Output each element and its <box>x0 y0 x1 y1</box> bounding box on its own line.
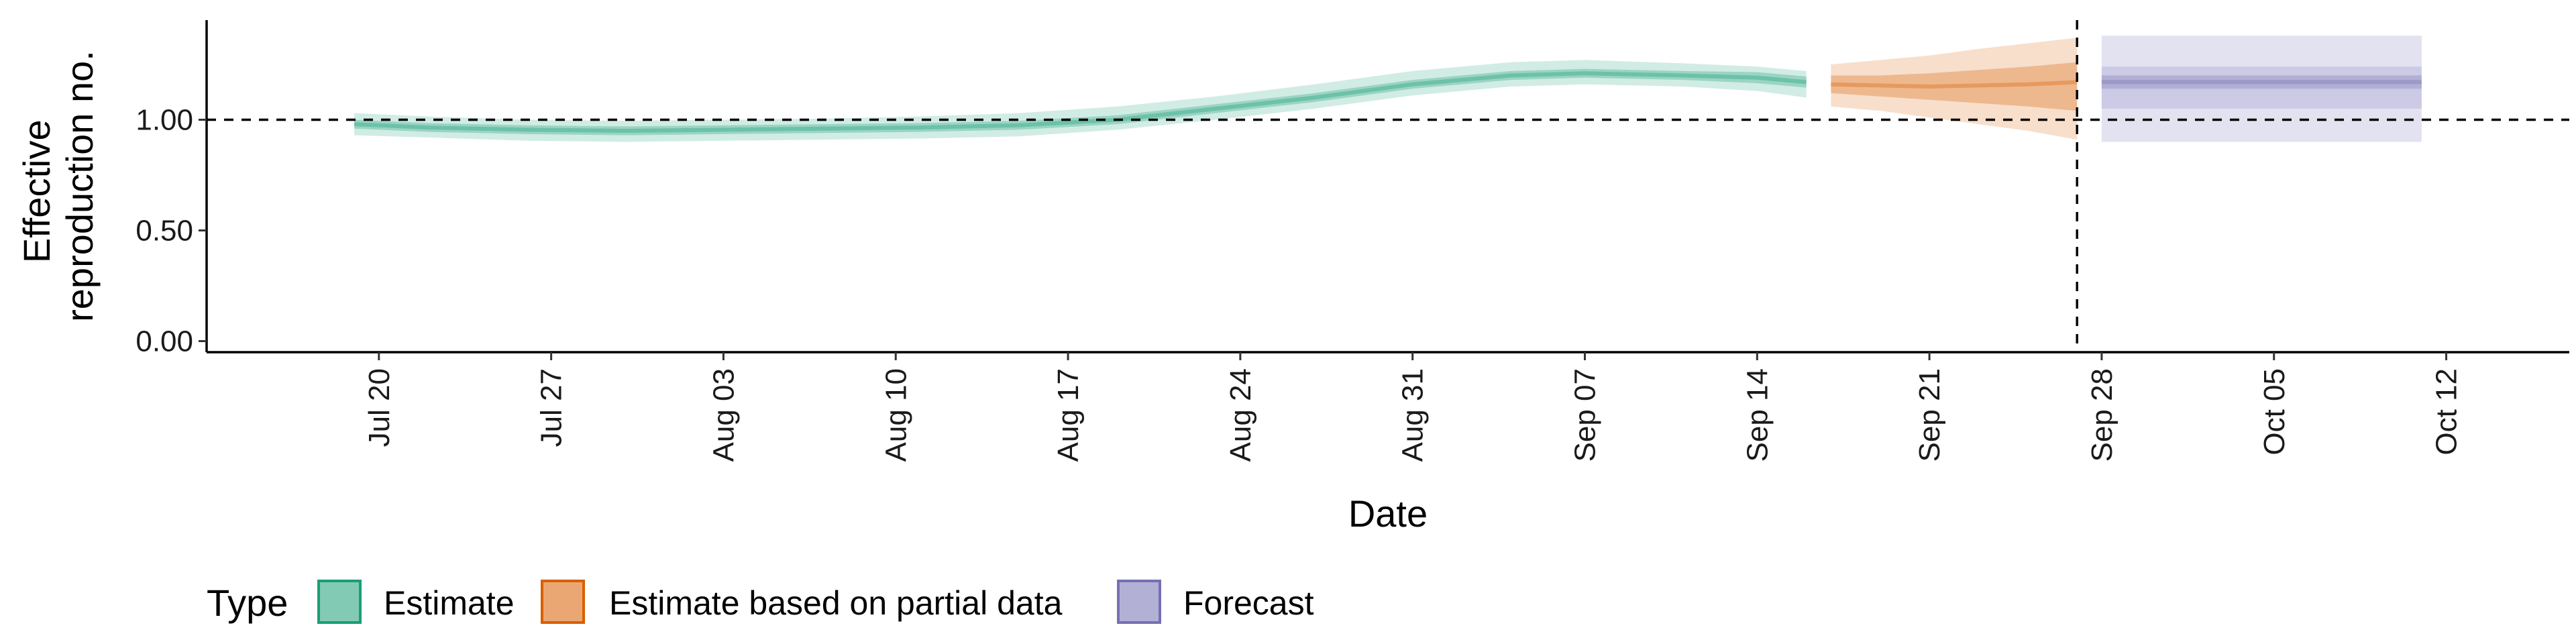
x-tick-label: Sep 21 <box>1913 368 1946 462</box>
ribbon-outer-estimate-based-on-partial-data <box>1831 38 2078 140</box>
ribbon-inner-estimate-based-on-partial-data <box>1831 62 2078 111</box>
legend-key-forecast <box>1117 580 1161 624</box>
x-tick-label: Aug 17 <box>1052 368 1085 462</box>
ribbon-outer-forecast <box>2101 36 2422 142</box>
ribbon-outer-estimate <box>354 60 1807 142</box>
x-tick-label: Jul 27 <box>535 368 568 447</box>
median-line-estimate-based-on-partial-data <box>1831 80 2078 89</box>
legend-key-estimate <box>317 580 362 624</box>
y-tick-label: 1.00 <box>136 104 193 137</box>
ribbon-inner-estimate <box>354 68 1807 136</box>
x-axis-title: Date <box>1348 492 1428 535</box>
x-tick-label: Oct 12 <box>2430 368 2463 455</box>
x-tick-label: Aug 03 <box>707 368 740 462</box>
plot-area <box>207 20 2569 352</box>
legend: Type Estimate Estimate based on partial d… <box>207 580 1314 624</box>
y-axis-title: Effective reproduction no. <box>15 50 101 322</box>
x-axis: Jul 20 Jul 27 Aug 03 Aug 10 Aug 17 Aug 24 Aug … <box>207 351 2569 462</box>
y-axis-title-line-2: reproduction no. <box>58 50 101 322</box>
y-tick-label: 0.50 <box>136 215 193 248</box>
y-tick-label: 0.00 <box>136 325 193 358</box>
legend-label-forecast: Forecast <box>1183 584 1314 622</box>
legend-label-estimate: Estimate <box>384 584 515 622</box>
x-tick-label: Sep 28 <box>2086 368 2118 462</box>
x-tick-label: Sep 07 <box>1569 368 1602 462</box>
ribbon-mid-forecast <box>2101 66 2422 109</box>
y-axis-title-line-1: Effective <box>15 119 58 263</box>
y-axis: 0.00 0.50 1.00 <box>136 20 208 358</box>
legend-key-estimate-based-on-partial-data <box>541 580 585 624</box>
legend-label-estimate-based-on-partial-data: Estimate based on partial data <box>609 584 1063 622</box>
x-tick-label: Aug 31 <box>1397 368 1430 462</box>
x-tick-label: Oct 05 <box>2258 368 2291 455</box>
ribbon-inner-forecast <box>2101 75 2422 89</box>
legend-title: Type <box>207 582 288 624</box>
x-tick-label: Aug 24 <box>1224 368 1257 462</box>
x-tick-label: Aug 10 <box>879 368 912 462</box>
x-tick-label: Sep 14 <box>1741 368 1774 462</box>
x-tick-label: Jul 20 <box>363 368 396 447</box>
